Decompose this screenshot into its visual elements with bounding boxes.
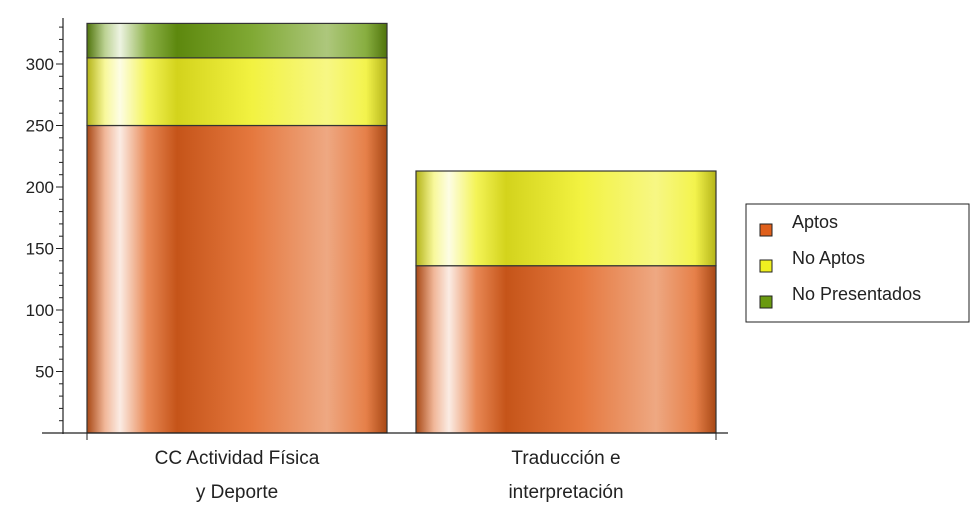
y-tick-label: 250 — [26, 117, 54, 136]
bar-1-no-aptos — [415, 170, 717, 267]
axes-layer: 50 100 150 200 250 300 CC Actividad Física y De… — [26, 18, 728, 503]
bar-1-aptos — [415, 265, 717, 434]
bar-0-no-aptos — [86, 57, 388, 127]
x-category-label: CC Actividad Física — [155, 448, 320, 469]
bar-0-no-presentados — [86, 22, 388, 59]
y-tick-label: 200 — [26, 178, 54, 197]
y-tick-label: 100 — [26, 301, 54, 320]
bar-0-aptos — [86, 124, 388, 434]
y-tick-label: 300 — [26, 55, 54, 74]
legend: Aptos No Aptos No Presentados — [745, 203, 970, 323]
y-tick-label: 50 — [35, 363, 54, 382]
y-tick-label: 150 — [26, 240, 54, 259]
legend-label: No Presentados — [792, 284, 921, 304]
x-category-label: y Deporte — [196, 482, 278, 503]
x-category-label: Traducción e — [511, 448, 620, 469]
x-category-label: interpretación — [508, 482, 623, 503]
legend-swatch-no-presentados — [759, 295, 773, 309]
bars-layer — [86, 22, 717, 434]
legend-swatch-no-aptos — [759, 259, 773, 273]
legend-label: Aptos — [792, 212, 838, 232]
legend-box — [745, 203, 970, 323]
legend-label: No Aptos — [792, 248, 865, 268]
legend-swatch-aptos — [759, 223, 773, 237]
